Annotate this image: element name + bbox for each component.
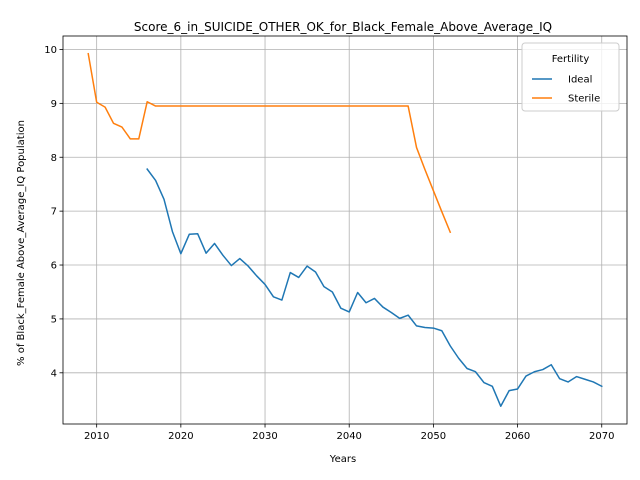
plot-frame [62, 35, 628, 425]
y-axis-label: % of Black_Female Above_Average_IQ Popul… [16, 120, 27, 366]
x-tick-label: 2020 [168, 431, 193, 442]
chart-title: Score_6_in_SUICIDE_OTHER_OK_for_Black_Fe… [134, 20, 552, 34]
x-axis-ticks: 2010 2020 2030 2040 2050 2060 2070 [84, 424, 614, 442]
x-tick-label: 2060 [505, 431, 530, 442]
legend-box [521, 42, 620, 112]
series-lines [87, 52, 603, 407]
legend-label-sterile: Sterile [568, 94, 600, 105]
x-tick-label: 2030 [252, 431, 277, 442]
y-axis-ticks: 4 5 6 7 8 9 10 [44, 45, 63, 379]
y-tick-label: 5 [51, 314, 57, 325]
x-tick-label: 2070 [589, 431, 614, 442]
y-tick-label: 9 [51, 99, 57, 110]
y-tick-label: 8 [51, 153, 57, 164]
y-tick-label: 4 [51, 368, 57, 379]
series-line-ideal [146, 168, 603, 407]
legend-title: Fertility [552, 54, 590, 65]
legend-label-ideal: Ideal [568, 75, 592, 86]
series-line-sterile [87, 52, 452, 234]
grid-lines [63, 36, 627, 424]
y-tick-label: 6 [51, 261, 57, 272]
x-tick-label: 2010 [84, 431, 109, 442]
y-tick-label: 7 [51, 207, 57, 218]
y-tick-label: 10 [44, 45, 57, 56]
legend: Fertility Ideal Sterile [521, 42, 620, 112]
x-tick-label: 2040 [336, 431, 361, 442]
x-tick-label: 2050 [421, 431, 446, 442]
x-axis-label: Years [329, 454, 356, 465]
